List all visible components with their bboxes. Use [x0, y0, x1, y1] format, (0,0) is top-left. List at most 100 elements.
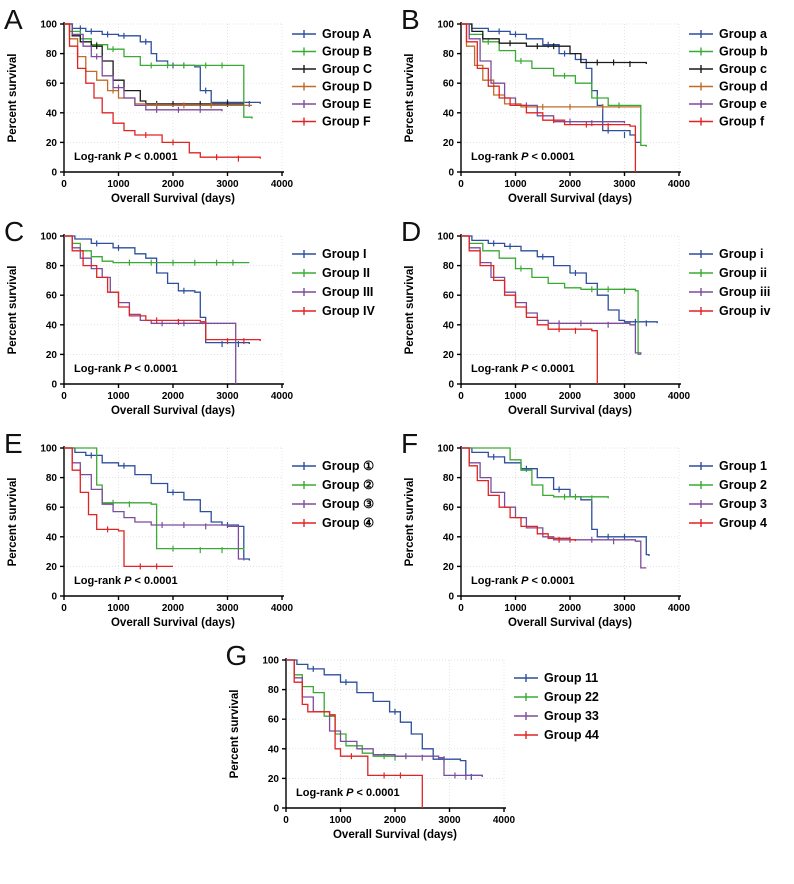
series-line-Group-IV [64, 235, 261, 342]
svg-text:0: 0 [61, 603, 67, 614]
legend: Group I Group II Group III Group IV [292, 247, 375, 318]
panel-B: B 0 20 40 60 80 100 0 1000 2000 3000 4000 Overall S… [397, 4, 794, 216]
series-line-Group-B [64, 23, 253, 119]
svg-text:1000: 1000 [107, 603, 130, 614]
legend: Group a Group b Group c Group d Group e Group… [689, 27, 768, 129]
legend-label: Group I [322, 247, 366, 261]
row-3: E 0 20 40 60 80 100 0 1000 2000 3000 4000 Overall S… [0, 428, 794, 640]
svg-text:0: 0 [51, 168, 57, 179]
censor-marks-Group-i [493, 240, 647, 327]
panel-F: F 0 20 40 60 80 100 0 1000 2000 3000 4000 Overall S… [397, 428, 794, 640]
panel-letter-G: G [225, 640, 248, 671]
svg-text:20: 20 [443, 138, 455, 149]
legend-label: Group D [322, 80, 372, 94]
svg-text:40: 40 [46, 320, 58, 331]
censor-marks-Group-II [128, 259, 234, 266]
censor-marks-Group-d [542, 103, 604, 110]
legend-label: Group ④ [322, 516, 374, 530]
svg-text:60: 60 [443, 79, 455, 90]
svg-text:100: 100 [40, 444, 57, 455]
km-survival-figure: A 0 20 40 60 80 100 0 1000 2000 3000 4000 Overall S… [0, 4, 794, 852]
svg-text:1000: 1000 [504, 391, 527, 402]
legend-label: Group C [322, 62, 372, 76]
legend-label: Group ① [322, 459, 374, 473]
series-line-Group-i [461, 235, 658, 324]
svg-text:4000: 4000 [271, 603, 294, 614]
legend-label: Group 44 [544, 728, 599, 742]
legend-label: Group III [322, 285, 373, 299]
svg-text:1000: 1000 [107, 391, 130, 402]
legend-label: Group E [322, 97, 371, 111]
censor-marks-Group-3 [569, 536, 615, 545]
svg-text:100: 100 [437, 444, 454, 455]
svg-text:80: 80 [443, 49, 455, 60]
series-line-Group-ii [461, 235, 641, 356]
legend-label: Group a [719, 27, 768, 41]
gridlines [63, 235, 283, 385]
axes [60, 446, 284, 600]
svg-text:40: 40 [46, 532, 58, 543]
svg-text:0: 0 [448, 380, 454, 391]
legend-label: Group A [322, 27, 372, 41]
series-line-Group-I [64, 235, 250, 344]
svg-text:3000: 3000 [216, 603, 239, 614]
censor-marks-Group-B [96, 41, 223, 69]
censor-marks-Group-I [96, 240, 239, 348]
svg-text:1000: 1000 [504, 179, 527, 190]
series-line-Group-44 [285, 659, 423, 808]
censor-marks-Group-④ [106, 526, 158, 570]
svg-text:0: 0 [61, 391, 67, 402]
svg-text:60: 60 [267, 715, 279, 726]
censor-marks-Group-E [96, 53, 201, 113]
svg-text:3000: 3000 [216, 179, 239, 190]
svg-text:1000: 1000 [107, 179, 130, 190]
censor-marks-Group-b [487, 38, 620, 109]
censor-marks-Group-33 [404, 753, 466, 780]
legend-label: Group 33 [544, 709, 599, 723]
svg-text:0: 0 [51, 592, 57, 603]
axes [60, 234, 284, 388]
logrank-annotation: Log-rank P < 0.0001 [471, 363, 575, 375]
svg-text:60: 60 [443, 291, 455, 302]
svg-text:4000: 4000 [271, 179, 294, 190]
panel-G: G 0 20 40 60 80 100 0 1000 2000 3000 4000 Overall S… [222, 640, 619, 852]
svg-text:60: 60 [46, 291, 58, 302]
x-axis-label: Overall Survival (days) [508, 405, 632, 417]
legend: Group 11 Group 22 Group 33 Group 44 [513, 671, 599, 742]
svg-text:1000: 1000 [329, 815, 352, 826]
svg-text:80: 80 [46, 261, 58, 272]
y-axis-label: Percent survival [7, 478, 19, 567]
censor-marks-Group-IV [156, 317, 245, 345]
series-line-Group-22 [285, 659, 407, 758]
series-line-Group-C [64, 23, 244, 105]
svg-text:2000: 2000 [383, 815, 406, 826]
svg-text:0: 0 [283, 815, 289, 826]
svg-text:0: 0 [458, 391, 464, 402]
svg-text:100: 100 [437, 20, 454, 31]
censor-marks-Group-2 [563, 493, 593, 502]
y-axis-label: Percent survival [404, 478, 416, 567]
svg-text:20: 20 [46, 562, 58, 573]
series-line-Group-D [64, 23, 252, 107]
panel-A: A 0 20 40 60 80 100 0 1000 2000 3000 4000 Overall S… [0, 4, 397, 216]
x-axis-label: Overall Survival (days) [508, 193, 632, 205]
series-line-Group-iv [461, 235, 598, 384]
censor-marks-Group-44 [350, 753, 401, 779]
series-line-Group-c [461, 23, 647, 64]
svg-text:80: 80 [443, 261, 455, 272]
series-line-Group-3 [461, 447, 647, 569]
gridlines [285, 659, 504, 809]
series-line-Group-④ [64, 447, 173, 568]
legend: Group i Group ii Group iii Group iv [689, 247, 770, 318]
y-axis-label: Percent survival [7, 266, 19, 355]
censor-marks-Group-iii [558, 320, 609, 328]
svg-text:20: 20 [267, 774, 279, 785]
censor-marks-Group-C [96, 43, 229, 107]
series-line-Group-② [64, 447, 245, 551]
